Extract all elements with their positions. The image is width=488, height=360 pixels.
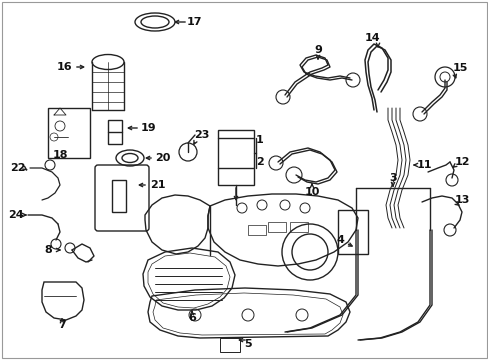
Text: 12: 12 bbox=[453, 157, 469, 167]
Text: 2: 2 bbox=[256, 157, 264, 167]
Text: 16: 16 bbox=[57, 62, 73, 72]
Text: 7: 7 bbox=[58, 320, 66, 330]
Text: 14: 14 bbox=[364, 33, 379, 43]
Text: 22: 22 bbox=[10, 163, 26, 173]
Text: 23: 23 bbox=[194, 130, 209, 140]
Text: 17: 17 bbox=[186, 17, 202, 27]
Text: 5: 5 bbox=[244, 339, 251, 349]
Text: 6: 6 bbox=[188, 313, 196, 323]
Text: 11: 11 bbox=[415, 160, 431, 170]
Text: 4: 4 bbox=[335, 235, 343, 245]
Text: 15: 15 bbox=[451, 63, 467, 73]
Text: 13: 13 bbox=[453, 195, 469, 205]
Text: 1: 1 bbox=[256, 135, 264, 145]
Text: 21: 21 bbox=[150, 180, 165, 190]
Text: 18: 18 bbox=[52, 150, 68, 160]
Text: 10: 10 bbox=[304, 187, 319, 197]
Text: 19: 19 bbox=[140, 123, 156, 133]
Text: 24: 24 bbox=[8, 210, 24, 220]
Text: 8: 8 bbox=[44, 245, 52, 255]
Text: 9: 9 bbox=[313, 45, 321, 55]
Text: 20: 20 bbox=[155, 153, 170, 163]
Text: 3: 3 bbox=[388, 173, 396, 183]
